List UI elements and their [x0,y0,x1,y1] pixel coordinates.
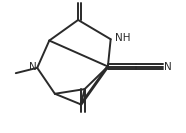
Text: N: N [164,61,172,72]
Text: NH: NH [115,33,131,43]
Text: N: N [28,62,36,72]
Text: O: O [74,0,82,2]
